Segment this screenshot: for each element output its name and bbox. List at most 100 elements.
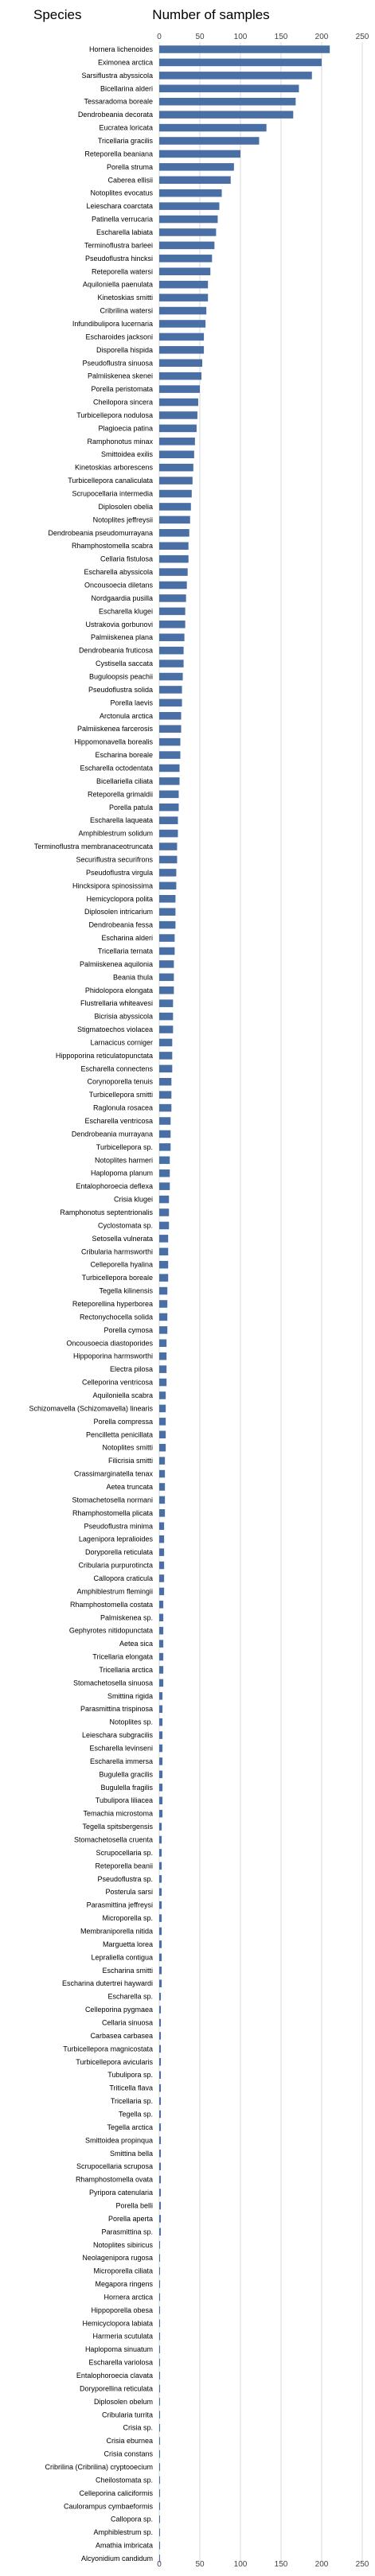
category-label-106: Pencilletta penicillata — [86, 1430, 153, 1438]
bar-44 — [159, 621, 186, 628]
bar-88 — [159, 1195, 170, 1204]
bar-31 — [159, 450, 194, 459]
bar-58 — [159, 804, 179, 811]
category-label-134: Tubulipora liliacea — [96, 1796, 153, 1804]
bar-64 — [159, 881, 177, 890]
category-label-189: Callopora sp. — [111, 2516, 153, 2523]
bar-93 — [159, 1260, 169, 1269]
category-label-49: Pseudoflustra solida — [88, 686, 153, 694]
bar-177 — [159, 2358, 161, 2367]
bar-42 — [159, 594, 186, 602]
bar-135 — [159, 1809, 163, 1818]
category-label-107: Notoplites smitti — [102, 1444, 153, 1452]
category-label-75: Stigmatoechos violacea — [77, 1025, 153, 1033]
bar-55 — [159, 764, 180, 772]
bar-74 — [159, 1012, 174, 1021]
category-label-187: Celleporina caliciformis — [79, 2489, 153, 2497]
x-tick-label-top-2: 100 — [234, 33, 248, 41]
bar-6 — [159, 123, 267, 132]
category-label-53: Hippomonavella borealis — [74, 738, 153, 746]
value-column-header: Number of samples — [152, 7, 269, 22]
category-label-2: Sarsiflustra abyssicola — [81, 72, 153, 80]
category-label-84: Turbicellepora sp. — [96, 1143, 153, 1151]
category-label-152: Carbasea carbasea — [90, 2032, 153, 2040]
bar-39 — [159, 555, 189, 563]
bar-138 — [159, 1849, 162, 1857]
bar-36 — [159, 516, 190, 524]
category-label-185: Cribrilina (Cribrilina) cryptooecium — [45, 2463, 153, 2471]
category-label-93: Celleporella hyalina — [90, 1261, 153, 1269]
bar-11 — [159, 189, 222, 197]
category-label-161: Smittina bella — [110, 2150, 153, 2158]
bar-145 — [159, 1940, 162, 1948]
bar-100 — [159, 1352, 167, 1360]
category-label-11: Notoplites evocatus — [90, 189, 153, 197]
category-label-56: Bicellariella ciliata — [96, 777, 153, 785]
category-label-145: Marguetta lorea — [103, 1940, 153, 1948]
bar-32 — [159, 463, 193, 472]
category-label-90: Cyclostomata sp. — [98, 1221, 153, 1229]
category-label-124: Tricellaria arctica — [99, 1666, 153, 1674]
category-label-110: Aetea truncata — [106, 1483, 153, 1491]
category-label-62: Securiflustra securifrons — [76, 855, 153, 863]
category-label-170: Microporella ciliata — [93, 2267, 153, 2275]
bar-153 — [159, 2045, 162, 2053]
bar-26 — [159, 385, 200, 393]
category-label-178: Entalophoroecia clavata — [76, 2372, 153, 2379]
category-label-131: Escharella immersa — [90, 1757, 153, 1765]
x-tick-label-top-4: 200 — [315, 33, 329, 41]
x-tick-label-top-3: 150 — [275, 33, 288, 41]
bar-165 — [159, 2201, 162, 2210]
category-label-72: Phidolopora elongata — [85, 986, 153, 994]
category-label-73: Flustrellaria whiteavesi — [80, 999, 153, 1007]
category-label-174: Hemicyclopora labiata — [82, 2319, 153, 2327]
category-label-132: Bugulella gracilis — [99, 1770, 153, 1778]
species-column-header: Species — [33, 7, 81, 22]
category-label-177: Escharella variolosa — [88, 2359, 153, 2367]
bar-29 — [159, 424, 197, 433]
category-label-39: Cellaria fistulosa — [100, 555, 153, 563]
category-label-45: Palmiiskenea plana — [91, 633, 153, 641]
category-label-148: Escharina dutertrei haywardi — [62, 1979, 153, 1987]
bar-172 — [159, 2293, 161, 2302]
bar-159 — [159, 2123, 162, 2131]
category-label-140: Pseudoflustra sp. — [97, 1875, 153, 1883]
category-label-68: Escharina alderi — [101, 934, 153, 942]
bars — [159, 45, 330, 2562]
category-label-151: Cellaria sinuosa — [102, 2018, 153, 2026]
bar-117 — [159, 1574, 165, 1582]
bar-65 — [159, 894, 176, 903]
category-label-69: Tricellaria ternata — [98, 947, 153, 955]
category-label-190: Amphiblestrum sp. — [93, 2528, 153, 2536]
category-label-65: Hemicyclopora polita — [86, 895, 153, 903]
category-label-16: Pseudoflustra hincksi — [85, 255, 153, 263]
bar-146 — [159, 1953, 162, 1962]
category-label-123: Tricellaria elongata — [92, 1653, 153, 1661]
category-label-96: Reteporellina hyperborea — [72, 1300, 153, 1308]
category-label-179: Doryporellina reticulata — [80, 2384, 153, 2392]
bar-169 — [159, 2254, 161, 2262]
bar-9 — [159, 163, 234, 171]
category-label-128: Notoplites sp. — [109, 1718, 153, 1726]
bar-97 — [159, 1313, 168, 1321]
bar-53 — [159, 737, 181, 746]
bar-149 — [159, 1992, 162, 2001]
category-label-29: Plagioecia patina — [98, 424, 153, 432]
bar-180 — [159, 2398, 161, 2406]
bar-187 — [159, 2489, 161, 2497]
bar-123 — [159, 1652, 164, 1661]
category-label-141: Posterula sarsi — [105, 1888, 153, 1896]
category-label-28: Turbicellepora nodulosa — [76, 411, 153, 419]
bar-113 — [159, 1522, 165, 1531]
x-tick-label-top-5: 250 — [356, 33, 369, 41]
category-label-137: Stomachetosella cruenta — [74, 1836, 153, 1844]
bar-2 — [159, 72, 312, 80]
bar-99 — [159, 1339, 167, 1348]
bar-151 — [159, 2018, 162, 2027]
category-label-130: Escharella levinseni — [89, 1745, 153, 1753]
category-label-159: Tegella arctica — [107, 2123, 153, 2131]
x-tick-label-top-0: 0 — [157, 33, 162, 41]
category-label-0: Hornera lichenoides — [89, 45, 154, 53]
bar-15 — [159, 241, 215, 250]
bar-43 — [159, 607, 186, 616]
